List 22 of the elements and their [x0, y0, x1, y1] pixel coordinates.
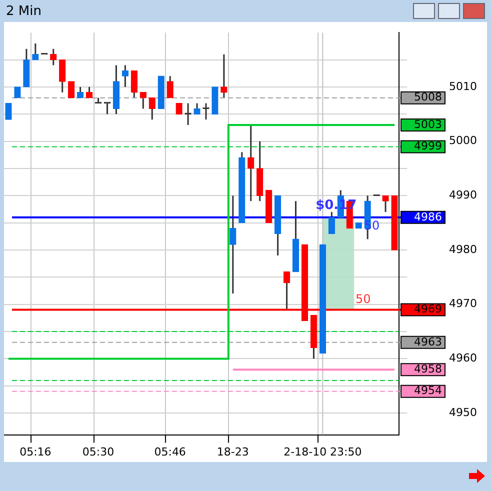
ref-line-label: 4999 — [414, 140, 442, 153]
ref-line-label: 4986 — [414, 210, 442, 224]
y-tick-label: 4970 — [449, 297, 477, 310]
x-tick-label: 05:46 — [154, 445, 186, 458]
y-tick-label: 4990 — [449, 188, 477, 202]
x-tick-label: 18-23 — [216, 445, 249, 458]
data-label: 4958 — [414, 362, 442, 376]
y-tick-label: 4950 — [449, 406, 477, 419]
ref-line-label: 4963 — [414, 335, 442, 348]
chart-title: 2 Min — [6, 4, 42, 18]
ref-line-label: 5008 — [414, 90, 442, 104]
y-tick-label: 5010 — [449, 80, 477, 93]
y-tick-label: 4980 — [449, 242, 477, 256]
annotation: 50 — [355, 292, 371, 306]
ref-line-label: 4969 — [414, 302, 442, 316]
x-tick-label: 05:16 — [20, 445, 52, 458]
y-tick-label: 5000 — [449, 134, 477, 148]
y-tick-label: 4960 — [449, 352, 477, 365]
data-label: 5003 — [414, 118, 442, 131]
ref-line-label: 4954 — [414, 384, 442, 398]
x-tick-label: 2-18-10 23:50 — [284, 445, 362, 458]
x-tick-label: 05:30 — [82, 445, 114, 458]
